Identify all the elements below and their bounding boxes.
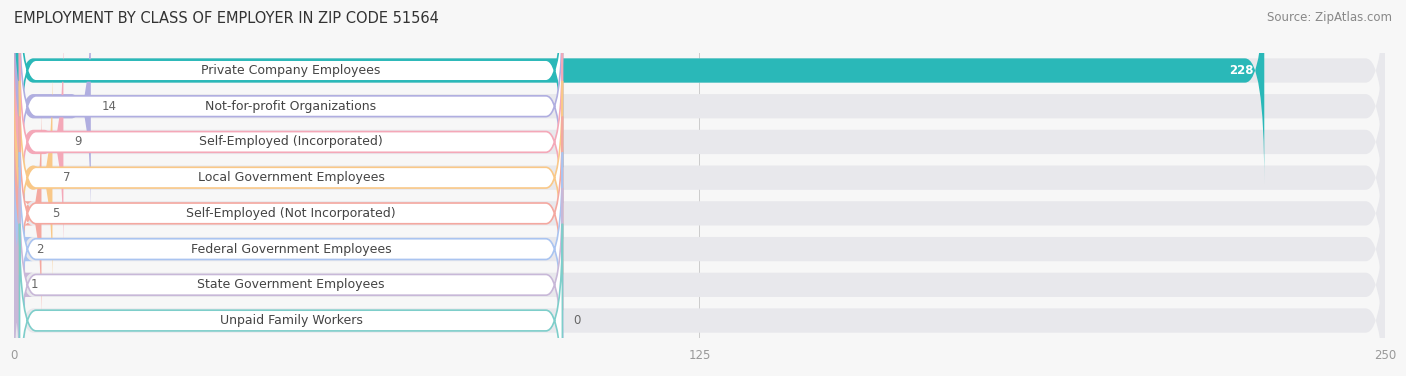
FancyBboxPatch shape [14, 208, 1385, 376]
Text: 14: 14 [101, 100, 117, 113]
FancyBboxPatch shape [20, 224, 562, 376]
FancyBboxPatch shape [20, 188, 562, 376]
FancyBboxPatch shape [14, 65, 52, 291]
FancyBboxPatch shape [14, 0, 1264, 183]
Text: 7: 7 [63, 171, 70, 184]
FancyBboxPatch shape [14, 136, 1385, 362]
Text: Local Government Employees: Local Government Employees [197, 171, 384, 184]
FancyBboxPatch shape [14, 0, 1385, 183]
FancyBboxPatch shape [6, 136, 34, 362]
FancyBboxPatch shape [14, 0, 1385, 219]
FancyBboxPatch shape [20, 0, 562, 167]
Text: Not-for-profit Organizations: Not-for-profit Organizations [205, 100, 377, 113]
FancyBboxPatch shape [20, 45, 562, 239]
Text: 5: 5 [52, 207, 60, 220]
FancyBboxPatch shape [14, 100, 42, 326]
Text: State Government Employees: State Government Employees [197, 278, 385, 291]
FancyBboxPatch shape [14, 29, 1385, 255]
Text: Federal Government Employees: Federal Government Employees [191, 243, 391, 256]
Text: 0: 0 [574, 314, 581, 327]
FancyBboxPatch shape [20, 117, 562, 310]
FancyBboxPatch shape [14, 100, 1385, 326]
FancyBboxPatch shape [14, 29, 63, 255]
Text: 1: 1 [31, 278, 38, 291]
FancyBboxPatch shape [20, 81, 562, 274]
Text: Self-Employed (Not Incorporated): Self-Employed (Not Incorporated) [186, 207, 395, 220]
Text: Source: ZipAtlas.com: Source: ZipAtlas.com [1267, 11, 1392, 24]
FancyBboxPatch shape [20, 9, 562, 203]
FancyBboxPatch shape [14, 0, 91, 219]
Text: 228: 228 [1229, 64, 1253, 77]
Text: Private Company Employees: Private Company Employees [201, 64, 381, 77]
Text: 2: 2 [37, 243, 44, 256]
FancyBboxPatch shape [20, 152, 562, 346]
Text: Unpaid Family Workers: Unpaid Family Workers [219, 314, 363, 327]
FancyBboxPatch shape [14, 65, 1385, 291]
Text: Self-Employed (Incorporated): Self-Employed (Incorporated) [200, 135, 382, 149]
FancyBboxPatch shape [14, 172, 1385, 376]
FancyBboxPatch shape [0, 172, 34, 376]
Text: EMPLOYMENT BY CLASS OF EMPLOYER IN ZIP CODE 51564: EMPLOYMENT BY CLASS OF EMPLOYER IN ZIP C… [14, 11, 439, 26]
Text: 9: 9 [75, 135, 82, 149]
